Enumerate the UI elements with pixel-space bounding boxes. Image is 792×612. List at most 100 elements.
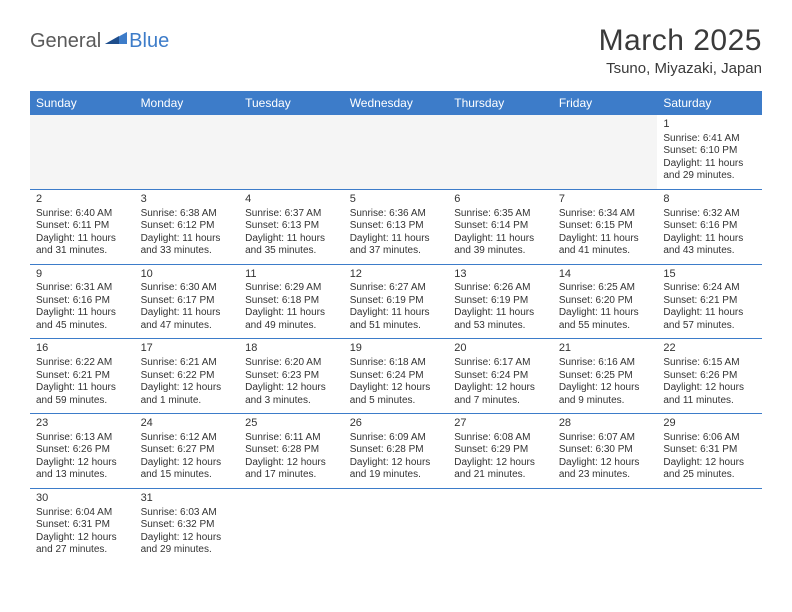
day-sunset: Sunset: 6:27 PM (141, 444, 234, 457)
day-sunset: Sunset: 6:31 PM (663, 444, 756, 457)
day-cell: 22Sunrise: 6:15 AMSunset: 6:26 PMDayligh… (657, 339, 762, 414)
day-number: 20 (454, 342, 547, 356)
day-sunrise: Sunrise: 6:34 AM (559, 208, 652, 221)
day-sunrise: Sunrise: 6:41 AM (663, 133, 756, 146)
day-daylight1: Daylight: 11 hours (663, 307, 756, 320)
day-daylight1: Daylight: 11 hours (245, 307, 338, 320)
day-cell: 21Sunrise: 6:16 AMSunset: 6:25 PMDayligh… (553, 339, 658, 414)
week-row: 2Sunrise: 6:40 AMSunset: 6:11 PMDaylight… (30, 189, 762, 264)
day-daylight2: and 49 minutes. (245, 320, 338, 333)
day-sunrise: Sunrise: 6:40 AM (36, 208, 129, 221)
dow-thursday: Thursday (448, 91, 553, 115)
day-daylight1: Daylight: 11 hours (663, 233, 756, 246)
day-daylight2: and 29 minutes. (141, 544, 234, 557)
day-sunrise: Sunrise: 6:11 AM (245, 432, 338, 445)
day-number: 8 (663, 193, 756, 207)
day-daylight1: Daylight: 11 hours (663, 158, 756, 171)
day-cell: 16Sunrise: 6:22 AMSunset: 6:21 PMDayligh… (30, 339, 135, 414)
day-cell: 30Sunrise: 6:04 AMSunset: 6:31 PMDayligh… (30, 488, 135, 562)
day-cell: 6Sunrise: 6:35 AMSunset: 6:14 PMDaylight… (448, 189, 553, 264)
day-number: 27 (454, 417, 547, 431)
day-daylight1: Daylight: 12 hours (559, 382, 652, 395)
day-sunset: Sunset: 6:21 PM (36, 370, 129, 383)
location: Tsuno, Miyazaki, Japan (599, 60, 762, 77)
day-daylight1: Daylight: 11 hours (559, 233, 652, 246)
day-number: 22 (663, 342, 756, 356)
day-cell: 9Sunrise: 6:31 AMSunset: 6:16 PMDaylight… (30, 264, 135, 339)
day-daylight1: Daylight: 11 hours (350, 307, 443, 320)
dow-monday: Monday (135, 91, 240, 115)
day-cell (135, 115, 240, 189)
day-cell: 13Sunrise: 6:26 AMSunset: 6:19 PMDayligh… (448, 264, 553, 339)
day-daylight1: Daylight: 11 hours (36, 233, 129, 246)
day-sunset: Sunset: 6:26 PM (36, 444, 129, 457)
week-row: 30Sunrise: 6:04 AMSunset: 6:31 PMDayligh… (30, 488, 762, 562)
day-sunrise: Sunrise: 6:20 AM (245, 357, 338, 370)
day-sunrise: Sunrise: 6:31 AM (36, 282, 129, 295)
day-sunset: Sunset: 6:24 PM (350, 370, 443, 383)
flag-icon (105, 30, 127, 53)
day-cell: 19Sunrise: 6:18 AMSunset: 6:24 PMDayligh… (344, 339, 449, 414)
day-cell (448, 115, 553, 189)
day-number: 28 (559, 417, 652, 431)
day-sunrise: Sunrise: 6:15 AM (663, 357, 756, 370)
day-sunset: Sunset: 6:19 PM (454, 295, 547, 308)
day-daylight2: and 41 minutes. (559, 245, 652, 258)
day-cell: 23Sunrise: 6:13 AMSunset: 6:26 PMDayligh… (30, 414, 135, 489)
day-sunrise: Sunrise: 6:22 AM (36, 357, 129, 370)
day-sunrise: Sunrise: 6:09 AM (350, 432, 443, 445)
day-sunrise: Sunrise: 6:25 AM (559, 282, 652, 295)
day-cell: 10Sunrise: 6:30 AMSunset: 6:17 PMDayligh… (135, 264, 240, 339)
day-daylight2: and 21 minutes. (454, 469, 547, 482)
day-number: 4 (245, 193, 338, 207)
day-number: 24 (141, 417, 234, 431)
day-cell: 4Sunrise: 6:37 AMSunset: 6:13 PMDaylight… (239, 189, 344, 264)
day-daylight2: and 47 minutes. (141, 320, 234, 333)
day-cell (657, 488, 762, 562)
day-cell: 18Sunrise: 6:20 AMSunset: 6:23 PMDayligh… (239, 339, 344, 414)
day-daylight2: and 11 minutes. (663, 395, 756, 408)
day-daylight1: Daylight: 12 hours (454, 382, 547, 395)
day-sunrise: Sunrise: 6:13 AM (36, 432, 129, 445)
day-cell (553, 488, 658, 562)
day-sunset: Sunset: 6:10 PM (663, 145, 756, 158)
day-daylight2: and 3 minutes. (245, 395, 338, 408)
day-sunset: Sunset: 6:12 PM (141, 220, 234, 233)
day-daylight2: and 1 minute. (141, 395, 234, 408)
day-sunset: Sunset: 6:15 PM (559, 220, 652, 233)
day-daylight2: and 5 minutes. (350, 395, 443, 408)
day-cell (553, 115, 658, 189)
day-number: 26 (350, 417, 443, 431)
day-daylight2: and 31 minutes. (36, 245, 129, 258)
day-cell: 27Sunrise: 6:08 AMSunset: 6:29 PMDayligh… (448, 414, 553, 489)
day-sunrise: Sunrise: 6:08 AM (454, 432, 547, 445)
day-sunset: Sunset: 6:28 PM (350, 444, 443, 457)
day-daylight2: and 27 minutes. (36, 544, 129, 557)
day-cell: 24Sunrise: 6:12 AMSunset: 6:27 PMDayligh… (135, 414, 240, 489)
day-daylight2: and 17 minutes. (245, 469, 338, 482)
day-number: 6 (454, 193, 547, 207)
day-sunset: Sunset: 6:13 PM (350, 220, 443, 233)
dow-sunday: Sunday (30, 91, 135, 115)
day-cell (239, 115, 344, 189)
day-number: 2 (36, 193, 129, 207)
day-sunrise: Sunrise: 6:07 AM (559, 432, 652, 445)
day-sunset: Sunset: 6:29 PM (454, 444, 547, 457)
dow-friday: Friday (553, 91, 658, 115)
day-cell: 8Sunrise: 6:32 AMSunset: 6:16 PMDaylight… (657, 189, 762, 264)
day-sunrise: Sunrise: 6:12 AM (141, 432, 234, 445)
day-cell (30, 115, 135, 189)
day-sunrise: Sunrise: 6:27 AM (350, 282, 443, 295)
day-sunrise: Sunrise: 6:16 AM (559, 357, 652, 370)
day-daylight2: and 53 minutes. (454, 320, 547, 333)
day-cell: 20Sunrise: 6:17 AMSunset: 6:24 PMDayligh… (448, 339, 553, 414)
day-cell (344, 488, 449, 562)
logo-text-blue: Blue (129, 30, 169, 53)
day-number: 31 (141, 492, 234, 506)
day-sunrise: Sunrise: 6:32 AM (663, 208, 756, 221)
day-daylight2: and 9 minutes. (559, 395, 652, 408)
day-sunset: Sunset: 6:25 PM (559, 370, 652, 383)
day-daylight1: Daylight: 12 hours (663, 382, 756, 395)
day-cell: 12Sunrise: 6:27 AMSunset: 6:19 PMDayligh… (344, 264, 449, 339)
day-sunrise: Sunrise: 6:29 AM (245, 282, 338, 295)
